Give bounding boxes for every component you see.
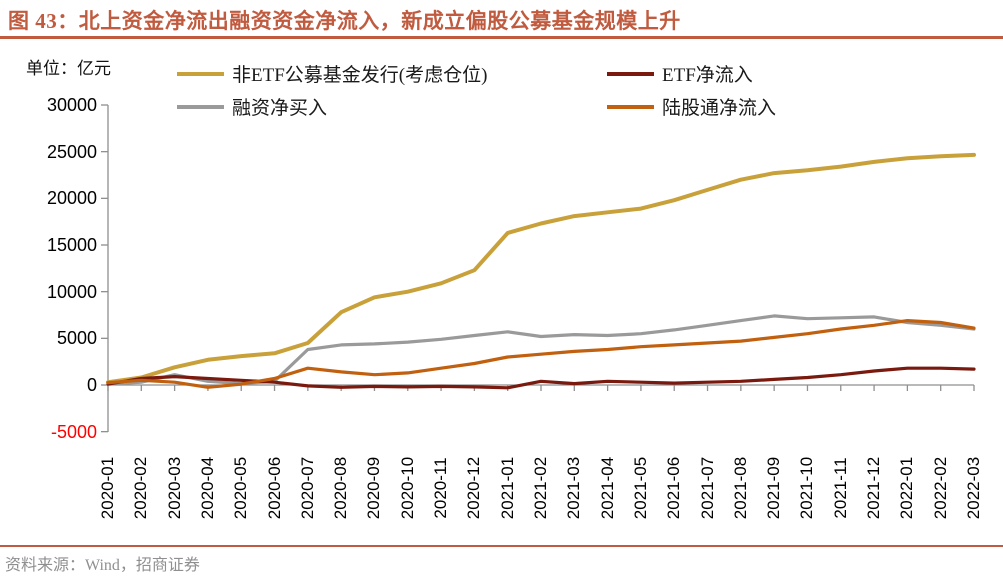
y-tick-label: 30000 bbox=[46, 95, 97, 115]
y-tick-label: 10000 bbox=[46, 281, 97, 302]
legend-swatch-northbound-net-inflow bbox=[607, 104, 654, 109]
legend-column-left: 非ETF公募基金发行(考虑仓位) 融资净买入 bbox=[177, 57, 487, 123]
series-line-northbound-net-inflow bbox=[106, 319, 976, 389]
legend-swatch-non-etf-fund-issuance bbox=[177, 71, 224, 76]
legend-label-margin-net-buy: 融资净买入 bbox=[232, 98, 328, 119]
legend-item-etf-net-inflow: ETF净流入 bbox=[607, 57, 776, 90]
legend-item-northbound-net-inflow: 陆股通净流入 bbox=[607, 90, 776, 123]
y-tick-label: 5000 bbox=[56, 328, 97, 349]
legend-label-northbound-net-inflow: 陆股通净流入 bbox=[662, 98, 777, 119]
unit-label: 单位：亿元 bbox=[26, 59, 111, 78]
legend-item-non-etf-fund-issuance: 非ETF公募基金发行(考虑仓位) bbox=[177, 57, 487, 90]
legend-swatch-margin-net-buy bbox=[177, 104, 224, 109]
figure-title: 图 43：北上资金净流出融资资金净流入，新成立偏股公募基金规模上升 bbox=[8, 9, 681, 33]
y-tick-label: 15000 bbox=[46, 235, 97, 255]
legend-label-etf-net-inflow: ETF净流入 bbox=[662, 65, 753, 86]
footer-rule bbox=[0, 545, 1003, 547]
series-line-non-etf-fund-issuance bbox=[106, 152, 976, 385]
y-tick-label: 0 bbox=[86, 375, 97, 395]
legend-swatch-etf-net-inflow bbox=[607, 71, 654, 76]
title-rule bbox=[0, 36, 1003, 39]
legend-item-margin-net-buy: 融资净买入 bbox=[177, 90, 487, 123]
y-tick-label: -5000 bbox=[50, 421, 97, 442]
y-tick-label: 20000 bbox=[46, 188, 97, 209]
legend-label-non-etf-fund-issuance: 非ETF公募基金发行(考虑仓位) bbox=[232, 65, 488, 86]
legend-column-right: ETF净流入陆股通净流入 bbox=[607, 57, 776, 123]
source-note: 资料来源：Wind，招商证券 bbox=[5, 557, 200, 574]
y-tick-label: 25000 bbox=[46, 141, 97, 162]
